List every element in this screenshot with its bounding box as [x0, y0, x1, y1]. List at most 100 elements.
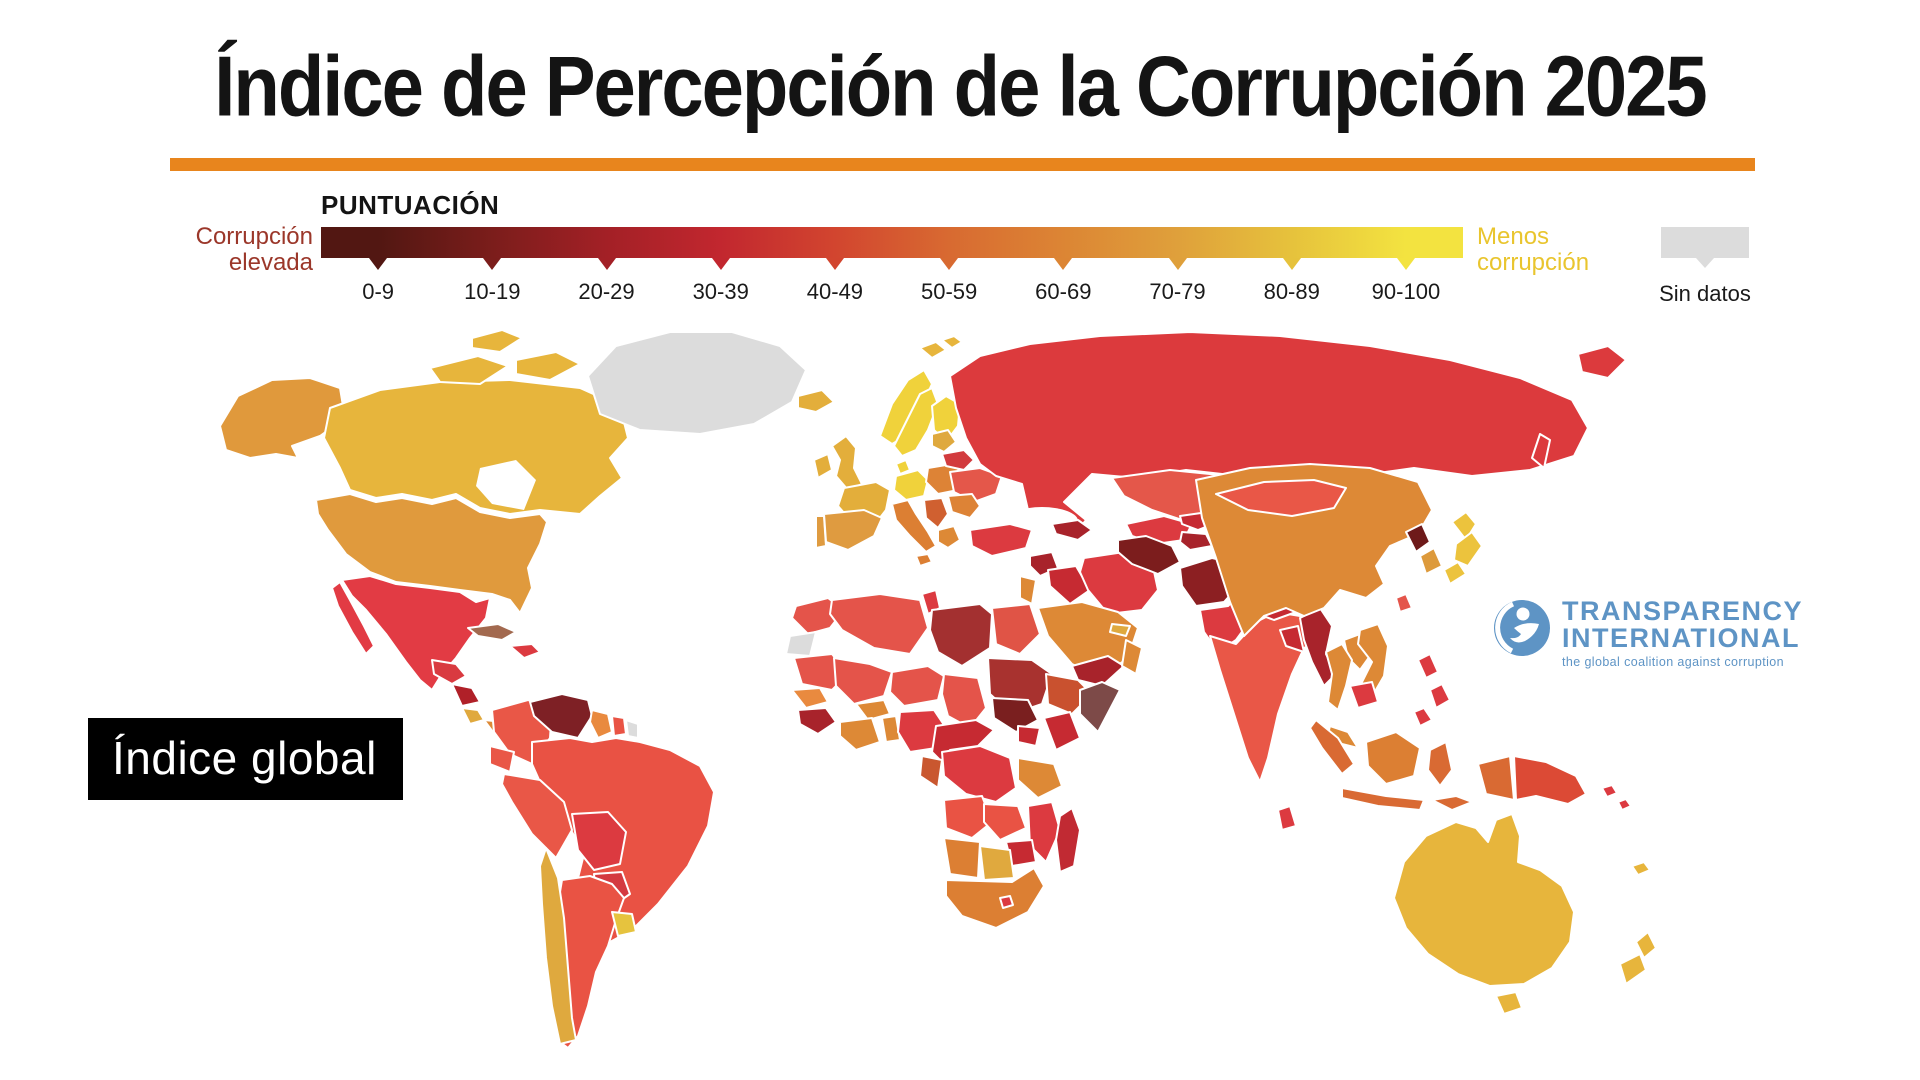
- region-romania-bulgaria: [947, 493, 981, 519]
- tick-label: 0-9: [362, 279, 394, 304]
- region-costa-rica: [461, 707, 485, 725]
- region-south-africa: [945, 867, 1045, 929]
- region-bangladesh: [1279, 625, 1305, 653]
- region-cambodia: [1349, 681, 1379, 709]
- region-svalbard: [941, 335, 963, 349]
- region-solomon-islands: [1601, 784, 1618, 798]
- tick-pointer-icon: [483, 258, 502, 270]
- region-bolivia: [571, 811, 627, 871]
- region-papua-new-guinea: [1513, 755, 1587, 805]
- region-sri-lanka: [1277, 805, 1297, 831]
- region-portugal: [815, 515, 827, 549]
- region-zambia: [983, 803, 1027, 841]
- region-greenland: [587, 331, 807, 435]
- region-mexico-baja: [331, 581, 375, 655]
- logo-line1: TRANSPARENCY: [1562, 596, 1804, 626]
- legend-tick: 90-100: [1349, 258, 1463, 305]
- tick-pointer-icon: [1282, 258, 1301, 270]
- region-belarus: [941, 449, 975, 471]
- page-title: Índice de Percepción de la Corrupción 20…: [214, 39, 1707, 135]
- region-egypt: [991, 603, 1041, 655]
- region-ukraine: [949, 467, 1003, 503]
- transparency-international-logo: TRANSPARENCY INTERNATIONAL the global co…: [1492, 598, 1803, 669]
- region-indonesia-sumatra: [1309, 719, 1355, 775]
- region-solomon-islands: [1617, 798, 1632, 811]
- region-sakhalin: [1531, 433, 1551, 469]
- region-algeria: [829, 593, 929, 655]
- region-guatemala: [431, 659, 467, 685]
- region-chad: [941, 673, 987, 729]
- region-tasmania: [1495, 991, 1523, 1015]
- tick-label: 70-79: [1149, 279, 1206, 304]
- region-somalia: [1079, 681, 1121, 733]
- region-japan: [1443, 561, 1467, 585]
- region-niger: [889, 665, 945, 707]
- logo-line2: INTERNATIONAL: [1562, 623, 1800, 653]
- region-chukotka: [1577, 345, 1627, 379]
- region-alaska: [219, 377, 346, 459]
- tick-pointer-icon: [1168, 258, 1187, 270]
- region-iraq: [1047, 565, 1091, 605]
- legend-no-data: Sin datos: [1655, 227, 1755, 307]
- region-kenya: [1043, 711, 1081, 751]
- region-tanzania: [1017, 757, 1063, 799]
- region-usa: [315, 493, 548, 614]
- legend-tick: 70-79: [1120, 258, 1234, 305]
- tick-label: 20-29: [578, 279, 635, 304]
- tick-label: 60-69: [1035, 279, 1092, 304]
- global-index-badge: Índice global: [88, 718, 403, 800]
- region-indonesia-papua: [1477, 755, 1515, 801]
- legend-tick: 0-9: [321, 258, 435, 305]
- region-french-guiana: [625, 719, 639, 739]
- legend-tick: 30-39: [664, 258, 778, 305]
- region-western-sahara: [785, 631, 817, 657]
- no-data-label: Sin datos: [1659, 281, 1751, 306]
- legend-gradient-bar: [321, 227, 1463, 258]
- region-iceland: [797, 389, 835, 413]
- region-nicaragua: [451, 683, 481, 707]
- region-north-korea: [1405, 523, 1431, 553]
- region-botswana: [979, 845, 1015, 881]
- title-accent-rule: [170, 158, 1755, 171]
- legend-less-corruption-label: Menos corrupción: [1477, 223, 1590, 277]
- tick-pointer-icon: [940, 258, 959, 270]
- tick-label: 40-49: [806, 279, 864, 304]
- region-germany: [893, 469, 929, 501]
- region-greece: [937, 525, 961, 549]
- tick-pointer-icon: [1396, 258, 1415, 270]
- tick-pointer-icon: [711, 258, 730, 270]
- logo-tagline: the global coalition against corruption: [1562, 655, 1784, 669]
- region-peru: [501, 773, 573, 859]
- region-thailand: [1325, 643, 1353, 711]
- region-uae-qatar: [1109, 623, 1131, 637]
- region-italy-sicily: [915, 553, 933, 567]
- region-south-korea: [1419, 547, 1443, 575]
- region-philippines: [1429, 683, 1451, 709]
- region-finland: [931, 395, 961, 443]
- region-hispaniola: [509, 643, 541, 659]
- tick-label: 50-59: [920, 279, 978, 304]
- region-guinea: [797, 707, 837, 735]
- tick-pointer-icon: [369, 258, 388, 270]
- legend-tick: 50-59: [892, 258, 1006, 305]
- tick-pointer-icon: [597, 258, 616, 270]
- legend-tick: 80-89: [1235, 258, 1349, 305]
- region-philippines: [1413, 707, 1433, 727]
- region-indonesia-java: [1341, 787, 1425, 811]
- world-choropleth-map: [219, 329, 1657, 1049]
- region-italy: [891, 499, 937, 553]
- region-madagascar: [1055, 807, 1081, 873]
- tick-label: 90-100: [1371, 279, 1441, 304]
- region-drc: [941, 745, 1017, 803]
- region-namibia: [943, 837, 981, 879]
- region-angola: [943, 795, 993, 839]
- region-new-caledonia: [1631, 861, 1651, 876]
- region-taiwan: [1395, 593, 1413, 613]
- region-guyana: [589, 709, 613, 739]
- legend-tick: 20-29: [549, 258, 663, 305]
- tick-pointer-icon: [1054, 258, 1073, 270]
- legend-high-corruption-label: Corrupción elevada: [195, 223, 313, 277]
- region-ireland: [813, 453, 833, 479]
- region-balkans: [923, 497, 949, 529]
- region-canada-arctic-islands: [429, 355, 509, 385]
